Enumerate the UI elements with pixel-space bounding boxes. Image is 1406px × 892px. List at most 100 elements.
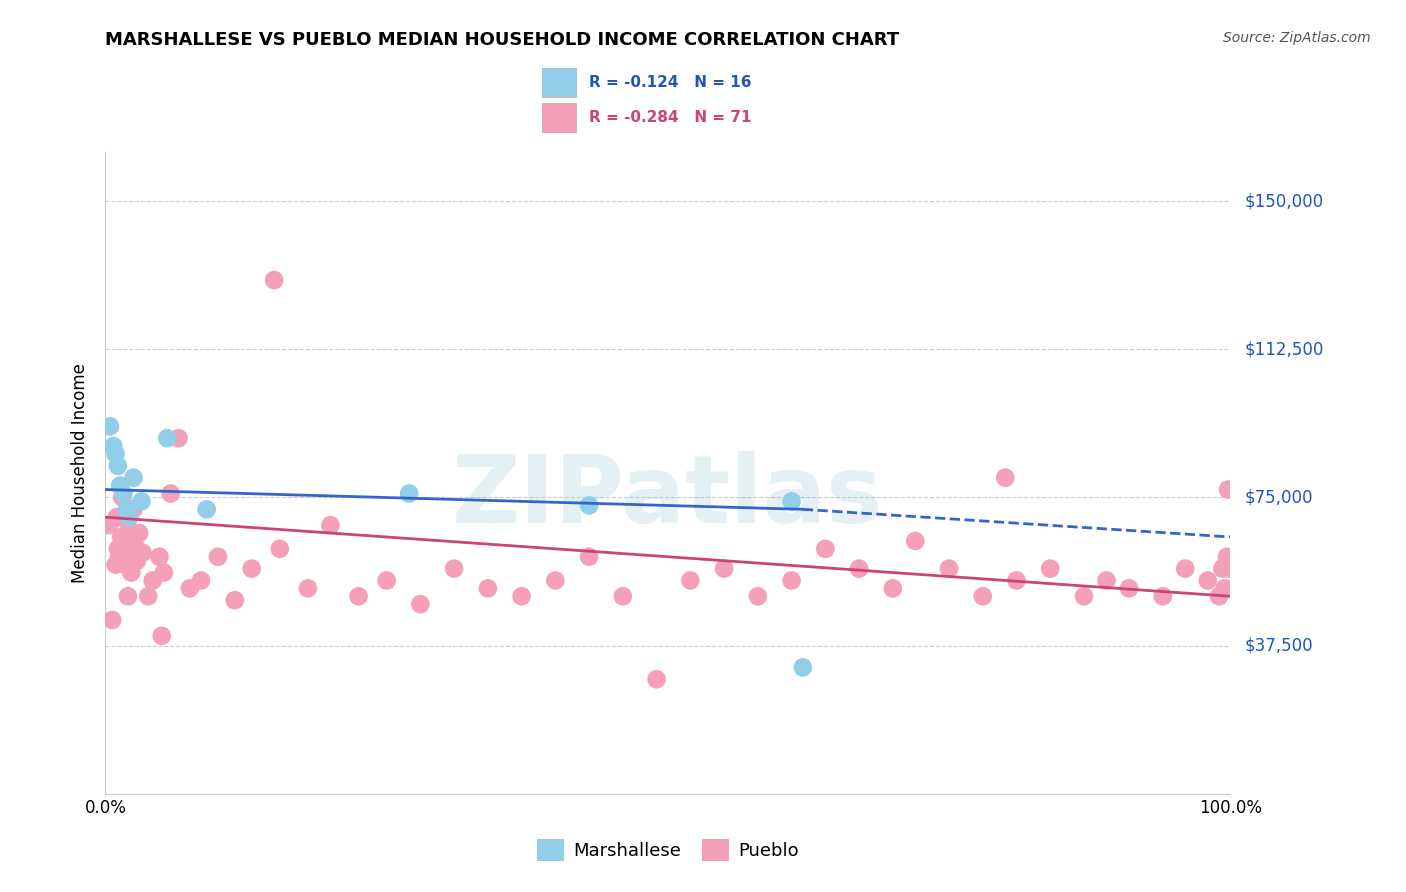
Point (104, 558, 127, 572)
Point (117, 589, 139, 603)
Point (347, 589, 370, 603)
Y-axis label: Median Household Income: Median Household Income (72, 363, 90, 582)
Point (477, 582, 499, 596)
Point (1216, 549, 1239, 564)
Point (167, 431, 190, 445)
Point (122, 471, 145, 485)
Point (814, 541, 837, 556)
Point (118, 522, 141, 536)
Point (1197, 574, 1219, 588)
Point (747, 589, 769, 603)
Point (111, 491, 134, 505)
Point (97, 518, 120, 533)
Point (195, 502, 218, 516)
Point (297, 582, 319, 596)
Point (112, 486, 135, 500)
Point (1174, 561, 1197, 575)
Point (240, 561, 263, 575)
Point (148, 549, 170, 564)
Point (1213, 582, 1236, 596)
Point (319, 518, 342, 533)
Point (1005, 574, 1028, 588)
Point (994, 471, 1017, 485)
Point (904, 533, 927, 548)
Bar (543, 103, 576, 132)
Point (98, 419, 121, 434)
Point (131, 494, 153, 508)
Point (156, 431, 179, 445)
Point (578, 549, 600, 564)
Text: ZIPatlas: ZIPatlas (453, 451, 883, 543)
Point (263, 273, 285, 287)
Point (179, 582, 201, 596)
Point (190, 574, 212, 588)
Point (792, 660, 814, 674)
Point (269, 541, 291, 556)
Point (125, 554, 148, 568)
Text: $150,000: $150,000 (1244, 192, 1323, 210)
Point (107, 458, 129, 473)
Point (108, 549, 131, 564)
Point (153, 566, 176, 580)
Text: R = -0.284   N = 71: R = -0.284 N = 71 (589, 110, 751, 125)
Point (105, 510, 128, 524)
Point (780, 574, 803, 588)
Point (1216, 483, 1239, 497)
Point (1208, 589, 1230, 603)
Point (108, 478, 131, 492)
Point (207, 549, 229, 564)
Point (409, 597, 432, 611)
Point (1118, 582, 1140, 596)
Point (1211, 561, 1233, 575)
Point (612, 589, 634, 603)
Point (224, 593, 246, 607)
Text: $112,500: $112,500 (1244, 340, 1323, 359)
Text: MARSHALLESE VS PUEBLO MEDIAN HOUSEHOLD INCOME CORRELATION CHART: MARSHALLESE VS PUEBLO MEDIAN HOUSEHOLD I… (105, 31, 900, 49)
Point (1152, 589, 1174, 603)
Text: R = -0.124   N = 16: R = -0.124 N = 16 (589, 75, 751, 90)
Point (118, 510, 141, 524)
Point (142, 574, 165, 588)
Point (117, 541, 139, 556)
Bar (543, 68, 576, 96)
Point (115, 502, 138, 516)
Point (101, 613, 124, 627)
Point (136, 589, 159, 603)
Point (121, 549, 143, 564)
Legend: Marshallese, Pueblo: Marshallese, Pueblo (530, 832, 806, 868)
Text: $37,500: $37,500 (1244, 637, 1313, 655)
Point (159, 486, 181, 500)
Point (882, 582, 904, 596)
Point (107, 541, 129, 556)
Point (110, 530, 132, 544)
Point (103, 439, 125, 453)
Point (398, 486, 420, 500)
Point (128, 526, 150, 541)
Point (443, 561, 465, 575)
Point (1039, 561, 1062, 575)
Point (1095, 574, 1118, 588)
Point (510, 589, 533, 603)
Point (848, 561, 870, 575)
Point (679, 574, 702, 588)
Point (645, 673, 668, 687)
Point (1073, 589, 1095, 603)
Point (544, 574, 567, 588)
Point (114, 558, 136, 572)
Point (972, 589, 994, 603)
Point (150, 629, 173, 643)
Point (375, 574, 398, 588)
Point (122, 502, 145, 516)
Point (131, 546, 153, 560)
Point (124, 538, 146, 552)
Text: $75,000: $75,000 (1244, 489, 1313, 507)
Point (115, 533, 138, 548)
Point (578, 499, 600, 513)
Point (104, 447, 127, 461)
Point (713, 561, 735, 575)
Point (780, 494, 803, 508)
Point (1218, 561, 1240, 575)
Text: Source: ZipAtlas.com: Source: ZipAtlas.com (1223, 31, 1371, 45)
Point (120, 566, 142, 580)
Point (938, 561, 960, 575)
